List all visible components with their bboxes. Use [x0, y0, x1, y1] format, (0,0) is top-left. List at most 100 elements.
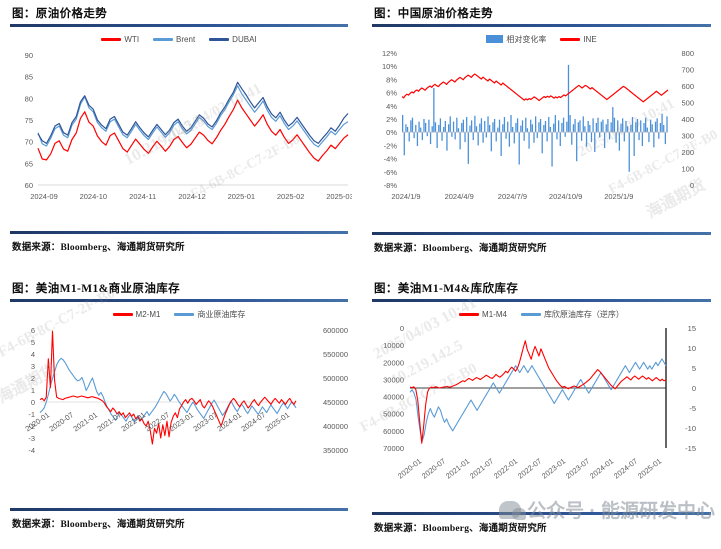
- svg-text:2025/1/9: 2025/1/9: [604, 192, 633, 201]
- svg-text:2024-11: 2024-11: [129, 192, 156, 201]
- china-crude-chart: -8% -6% -4% -2% 0% 2% 4% 6% 8% 10% 12% 0 100 200 300 40…: [382, 49, 694, 201]
- svg-text:2021-07: 2021-07: [468, 456, 495, 480]
- legend-item-dubai[interactable]: DUBAI: [209, 34, 257, 44]
- svg-text:2024-07: 2024-07: [612, 456, 639, 480]
- legend-item-wti[interactable]: WTI: [101, 35, 139, 44]
- panel-title: 图：美油M1-M1&商业原油库存: [12, 283, 181, 295]
- panel-title: 图：原油价格走势: [12, 8, 108, 20]
- svg-text:2025-01: 2025-01: [636, 456, 663, 480]
- svg-text:800: 800: [681, 49, 694, 58]
- legend: M1-M4 库欣原油库存（逆序）: [368, 308, 715, 320]
- svg-text:450000: 450000: [323, 398, 348, 407]
- svg-text:-4%: -4%: [384, 155, 398, 164]
- svg-text:60000: 60000: [383, 427, 404, 436]
- source-note: 数据来源：Bloomberg、海通期货研究所: [374, 524, 547, 534]
- title-rule: [10, 24, 348, 27]
- footer-rule: [372, 232, 711, 235]
- svg-text:2%: 2%: [386, 115, 397, 124]
- svg-text:40000: 40000: [383, 393, 404, 402]
- svg-text:2021-01: 2021-01: [71, 410, 99, 433]
- svg-text:2025-01: 2025-01: [228, 192, 256, 201]
- svg-text:100: 100: [681, 165, 694, 174]
- legend-item-ine[interactable]: INE: [560, 34, 597, 44]
- legend-label: INE: [583, 34, 597, 44]
- svg-text:2021-01: 2021-01: [444, 456, 471, 480]
- footer-rule: [10, 231, 348, 234]
- m2m1-inventory-chart: -4 -3 -2 -1 0 1 2 3 4 5 6 350000 400000 450000 500000 5…: [23, 326, 348, 455]
- svg-text:20000: 20000: [383, 358, 404, 367]
- svg-text:2021-07: 2021-07: [95, 410, 123, 433]
- svg-text:5: 5: [31, 338, 35, 347]
- svg-text:6%: 6%: [386, 89, 397, 98]
- svg-text:-2: -2: [28, 422, 35, 431]
- svg-text:600: 600: [681, 82, 694, 91]
- footer-rule: [10, 508, 348, 511]
- legend-label: DUBAI: [232, 34, 257, 44]
- legend-item-commercial-inventory[interactable]: 商业原油库存: [174, 309, 245, 320]
- legend-swatch: [459, 312, 480, 316]
- legend-item-cushing-inventory[interactable]: 库欣原油库存（逆序）: [520, 309, 624, 320]
- svg-text:12%: 12%: [382, 49, 397, 58]
- crude-price-chart: 60 65 70 75 80 85 90 2024-09 2024-10 2024-11 2024-…: [25, 51, 352, 201]
- m1m4-cushing-chart: 0 10000 20000 30000 40000 50000 60000 70000 -15 -…: [383, 324, 696, 481]
- svg-text:6: 6: [31, 326, 35, 335]
- svg-text:0%: 0%: [386, 128, 397, 137]
- legend-swatch: [101, 37, 122, 41]
- svg-text:85: 85: [25, 73, 33, 82]
- svg-text:400: 400: [681, 115, 694, 124]
- legend-label: 商业原油库存: [197, 309, 246, 319]
- svg-text:0: 0: [692, 384, 696, 393]
- source-note: 数据来源：Bloomberg、海通期货研究所: [12, 243, 185, 253]
- legend-label: M2-M1: [135, 309, 161, 319]
- panel-crude-price-trend: 图：原油价格走势 WTI Brent DUBAI 60 65 70 75 80 85 90 2…: [0, 0, 358, 275]
- svg-text:-1: -1: [28, 410, 35, 419]
- svg-text:2024-10: 2024-10: [80, 192, 108, 201]
- legend-item-brent[interactable]: Brent: [153, 35, 195, 44]
- footer-rule: [372, 512, 711, 515]
- svg-text:700: 700: [681, 66, 694, 75]
- svg-text:-15: -15: [685, 444, 696, 453]
- svg-text:70: 70: [25, 138, 33, 147]
- legend: WTI Brent DUBAI: [6, 33, 352, 45]
- svg-text:2: 2: [31, 374, 35, 383]
- title-rule: [372, 24, 711, 27]
- svg-text:500000: 500000: [323, 374, 348, 383]
- panel-china-crude-price-trend: 图：中国原油价格走势 相对变化率 INE -8% -6% -4% -2% 0% 2% 4% 6…: [358, 0, 721, 275]
- svg-text:8%: 8%: [386, 75, 397, 84]
- legend-label: 库欣原油库存（逆序）: [543, 309, 624, 319]
- svg-text:2024-09: 2024-09: [30, 192, 58, 201]
- legend-item-relative-change[interactable]: 相对变化率: [486, 34, 546, 45]
- svg-text:65: 65: [25, 159, 33, 168]
- svg-text:-10: -10: [685, 424, 696, 433]
- svg-text:2023-01: 2023-01: [540, 456, 567, 480]
- svg-text:2024/4/9: 2024/4/9: [445, 192, 474, 201]
- source-note: 数据来源：Bloomberg、海通期货研究所: [12, 520, 185, 530]
- svg-text:80: 80: [25, 94, 33, 103]
- svg-text:-8%: -8%: [384, 181, 398, 190]
- svg-text:2023-07: 2023-07: [191, 410, 219, 433]
- panel-title: 图：美油M1-M4&库欣库存: [374, 283, 519, 295]
- legend-swatch: [209, 37, 230, 41]
- svg-text:60: 60: [25, 181, 33, 190]
- panel-title: 图：中国原油价格走势: [374, 8, 493, 20]
- legend-swatch: [174, 312, 195, 316]
- svg-text:2025-02: 2025-02: [277, 192, 305, 201]
- legend-label: WTI: [124, 34, 140, 44]
- svg-text:10%: 10%: [382, 62, 397, 71]
- plot-area: 60 65 70 75 80 85 90 2024-09 2024-10 2024-11 2024-…: [6, 45, 352, 215]
- plot-area: -4 -3 -2 -1 0 1 2 3 4 5 6 350000 400000 450000 500000 5…: [6, 320, 352, 500]
- svg-text:300: 300: [681, 132, 694, 141]
- svg-text:2022-07: 2022-07: [516, 456, 543, 480]
- legend-item-m2-m1[interactable]: M2-M1: [112, 309, 161, 319]
- title-rule: [372, 299, 711, 302]
- legend: 相对变化率 INE: [368, 33, 715, 45]
- svg-text:2020-07: 2020-07: [47, 410, 75, 433]
- svg-text:2024/10/9: 2024/10/9: [549, 192, 582, 201]
- legend-label: 相对变化率: [506, 34, 547, 44]
- svg-text:4%: 4%: [386, 102, 397, 111]
- svg-text:30000: 30000: [383, 375, 404, 384]
- svg-text:2024-07: 2024-07: [239, 410, 267, 433]
- source-note: 数据来源：Bloomberg、海通期货研究所: [374, 244, 547, 254]
- legend-item-m1-m4[interactable]: M1-M4: [459, 310, 507, 319]
